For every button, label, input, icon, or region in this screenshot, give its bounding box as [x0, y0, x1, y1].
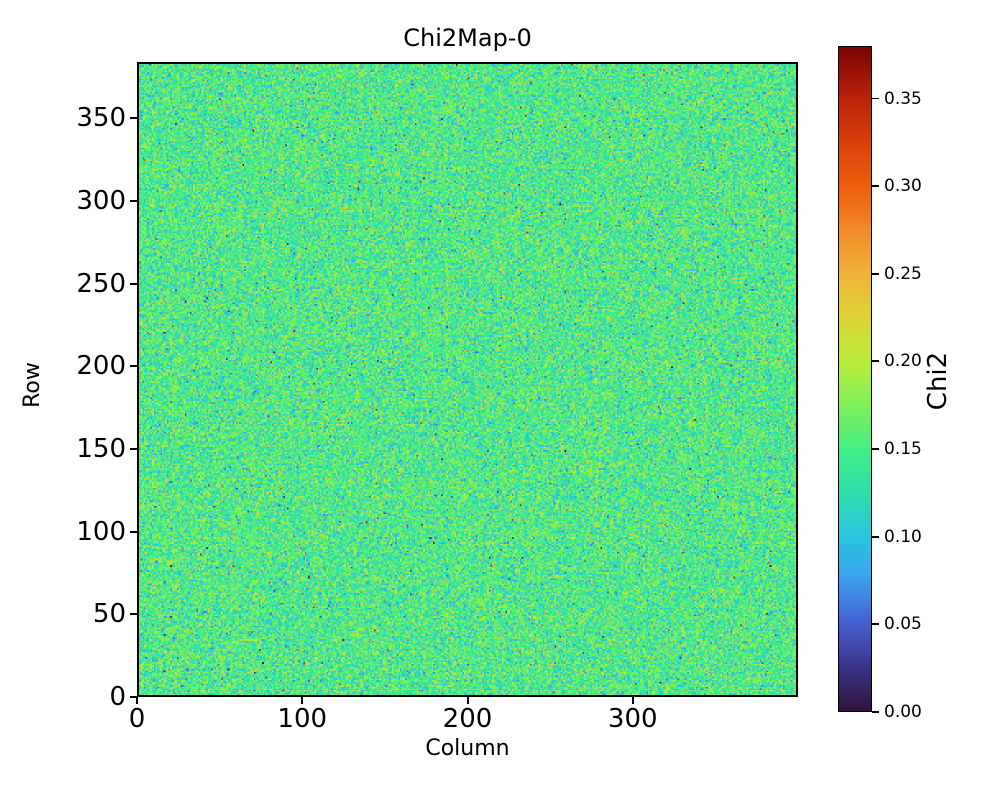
colorbar-tick-mark — [872, 448, 879, 450]
colorbar-tick-mark — [872, 623, 879, 626]
colorbar-tick-label: 0.20 — [884, 351, 922, 372]
colorbar-tick-mark — [872, 360, 879, 363]
y-tick-mark — [130, 199, 137, 202]
x-tick-mark — [301, 697, 304, 704]
colorbar-tick-mark — [872, 711, 879, 713]
colorbar-tick-label: 0.15 — [884, 439, 922, 460]
colorbar-tick-mark — [872, 535, 879, 538]
x-tick-label: 200 — [442, 704, 493, 734]
x-tick-mark — [136, 697, 138, 704]
y-tick-label: 150 — [76, 433, 126, 464]
chart-title: Chi2Map-0 — [403, 24, 532, 52]
heatmap-canvas — [139, 64, 796, 695]
y-tick-label: 350 — [76, 103, 126, 134]
x-tick-mark — [466, 697, 469, 704]
colorbar-tick-label: 0.10 — [884, 526, 922, 547]
y-tick-label: 100 — [76, 516, 126, 547]
y-tick-mark — [130, 282, 137, 285]
y-tick-mark — [130, 696, 137, 698]
colorbar-tick-label: 0.35 — [884, 88, 922, 109]
x-axis-label: Column — [425, 736, 510, 761]
y-tick-label: 0 — [109, 682, 126, 712]
y-axis-label: Row — [20, 362, 45, 408]
y-tick-label: 300 — [76, 185, 126, 216]
y-tick-mark — [130, 447, 137, 450]
colorbar-tick-mark — [872, 185, 879, 187]
colorbar-tick-mark — [872, 272, 879, 275]
y-tick-mark — [130, 117, 137, 120]
x-tick-label: 0 — [128, 704, 146, 734]
y-tick-mark — [130, 365, 137, 368]
colorbar-tick-mark — [872, 97, 879, 100]
colorbar-tick-label: 0.05 — [884, 614, 922, 635]
x-tick-label: 300 — [607, 704, 658, 734]
heatmap-plot — [137, 62, 798, 697]
colorbar-tick-label: 0.30 — [884, 176, 922, 197]
colorbar-label: Chi2 — [923, 351, 953, 411]
colorbar-tick-label: 0.00 — [884, 702, 922, 722]
y-tick-label: 200 — [76, 351, 126, 382]
y-tick-label: 250 — [76, 268, 126, 299]
y-tick-label: 50 — [92, 599, 126, 630]
y-tick-mark — [130, 613, 137, 616]
colorbar-tick-label: 0.25 — [884, 263, 922, 284]
colorbar — [838, 46, 872, 712]
x-tick-mark — [631, 697, 634, 704]
y-tick-mark — [130, 530, 137, 533]
x-tick-label: 100 — [277, 704, 328, 734]
